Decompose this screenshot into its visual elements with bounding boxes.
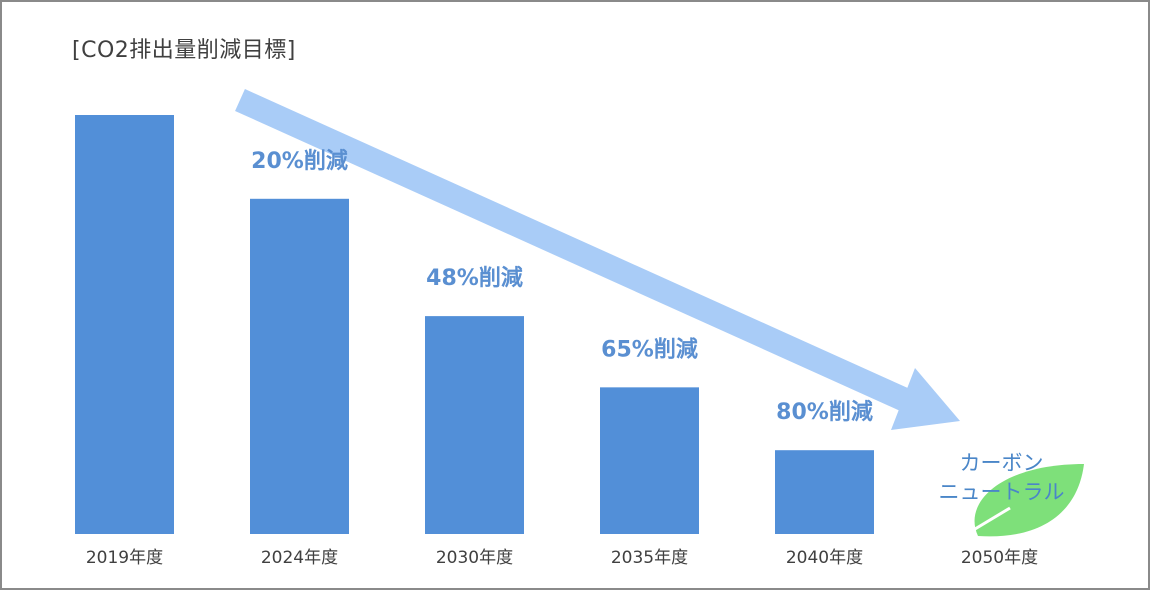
x-tick-label: 2050年度 <box>961 548 1038 568</box>
bar-2030年度 <box>425 316 524 534</box>
chart-title: [CO2排出量削減目標] <box>72 38 296 63</box>
trend-arrow-icon <box>235 89 960 430</box>
x-tick-label: 2035年度 <box>611 548 688 568</box>
x-tick-label: 2019年度 <box>86 548 163 568</box>
carbon-neutral-label: カーボン <box>960 451 1044 475</box>
bar-2040年度 <box>775 450 874 534</box>
carbon-neutral-label: ニュートラル <box>939 480 1065 504</box>
data-label: 65%削減 <box>601 337 698 362</box>
x-tick-label: 2030年度 <box>436 548 513 568</box>
bar-2035年度 <box>600 387 699 534</box>
leaf-icon <box>959 464 1084 540</box>
data-label: 48%削減 <box>426 266 523 291</box>
bar-2019年度 <box>75 115 174 534</box>
bar-2024年度 <box>250 198 349 535</box>
data-label: 80%削減 <box>776 400 873 425</box>
x-tick-label: 2040年度 <box>786 548 863 568</box>
data-label: 20%削減 <box>251 149 348 174</box>
x-tick-label: 2024年度 <box>261 548 338 568</box>
